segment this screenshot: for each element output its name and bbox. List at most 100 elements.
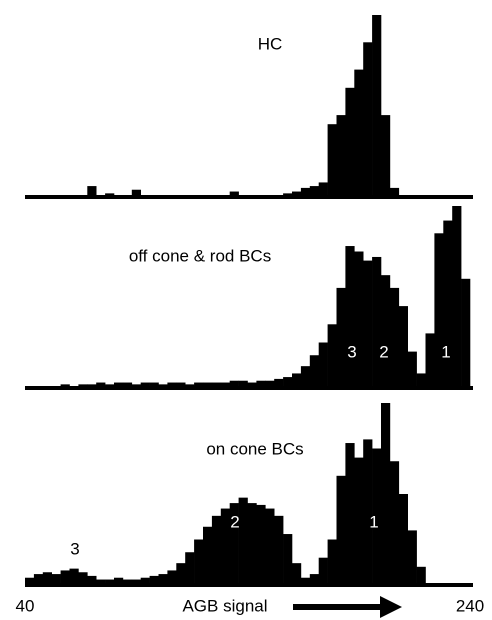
bar (203, 382, 213, 388)
annotation: 3 (70, 539, 79, 558)
annotation: 2 (230, 512, 239, 531)
bar (283, 534, 293, 585)
x-axis-label: AGB signal (182, 596, 267, 615)
bar (452, 206, 462, 388)
bar (131, 189, 141, 197)
bar (292, 191, 302, 197)
bar (176, 563, 186, 585)
bar (372, 256, 382, 388)
bar (345, 443, 355, 585)
bar (238, 497, 248, 585)
bar (203, 526, 213, 585)
bar (256, 504, 266, 585)
bar (398, 306, 408, 388)
bar (265, 508, 275, 585)
bar (327, 324, 337, 388)
bar (229, 380, 239, 388)
bar (220, 382, 230, 388)
bar (185, 552, 195, 585)
bar (131, 579, 141, 585)
bar (309, 186, 319, 197)
bar (105, 579, 115, 585)
bar (389, 461, 400, 585)
bar (416, 566, 426, 585)
bar (274, 378, 284, 388)
bar (140, 382, 150, 388)
bar (265, 380, 275, 388)
bar (87, 186, 97, 197)
bar (318, 342, 328, 388)
bar (238, 380, 248, 388)
bar (194, 382, 204, 388)
bar (354, 457, 364, 585)
bar (274, 515, 284, 585)
panel-title: on cone BCs (206, 439, 303, 458)
bar (114, 382, 124, 388)
bar (51, 574, 61, 585)
bar (25, 577, 35, 585)
bar (389, 187, 400, 197)
bar (167, 382, 177, 388)
bar (300, 366, 311, 388)
bar (60, 570, 70, 585)
bar (211, 382, 222, 388)
bar (336, 115, 346, 197)
bar (345, 87, 355, 197)
bar (247, 503, 257, 585)
annotation: 1 (441, 342, 450, 361)
bar (318, 557, 328, 585)
bar (96, 382, 106, 388)
bar (149, 382, 159, 388)
bar (69, 568, 79, 585)
bar (434, 233, 444, 388)
bar (407, 530, 417, 585)
bar (176, 382, 186, 388)
bar (211, 515, 222, 585)
bar (363, 439, 373, 585)
bar (309, 355, 319, 388)
bar (398, 494, 408, 585)
bar (229, 503, 239, 585)
bar (416, 373, 426, 388)
bar (363, 42, 373, 197)
bar (381, 403, 391, 585)
bar (256, 380, 266, 388)
bar (87, 575, 97, 585)
x-tick-label: 240 (456, 596, 484, 615)
bar (229, 191, 239, 197)
bar (122, 579, 133, 585)
bar (336, 287, 346, 388)
bar (318, 182, 328, 197)
bar (363, 260, 373, 388)
arrow-head (380, 596, 402, 618)
bar (372, 448, 382, 585)
bar (354, 251, 364, 388)
bar (78, 572, 88, 585)
bar (220, 508, 230, 585)
annotation: 1 (369, 512, 378, 531)
bar (425, 333, 435, 388)
bar (42, 572, 52, 585)
bar (300, 187, 311, 197)
bar (443, 220, 453, 388)
bar (122, 382, 133, 388)
panel-title: off cone & rod BCs (129, 246, 271, 265)
annotation: 2 (379, 342, 388, 361)
bar (149, 575, 159, 585)
panel-title: HC (258, 34, 283, 53)
bar (345, 246, 355, 388)
bar (247, 382, 257, 388)
bar (114, 577, 124, 585)
bar (283, 377, 293, 388)
bar (96, 579, 106, 585)
bar (327, 124, 337, 197)
annotation: 3 (347, 342, 356, 361)
x-tick-label: 40 (16, 596, 35, 615)
bar (381, 275, 391, 388)
bar (158, 574, 168, 585)
bar (354, 69, 364, 197)
bar (292, 373, 302, 388)
bar (292, 563, 302, 585)
bar (372, 15, 382, 197)
